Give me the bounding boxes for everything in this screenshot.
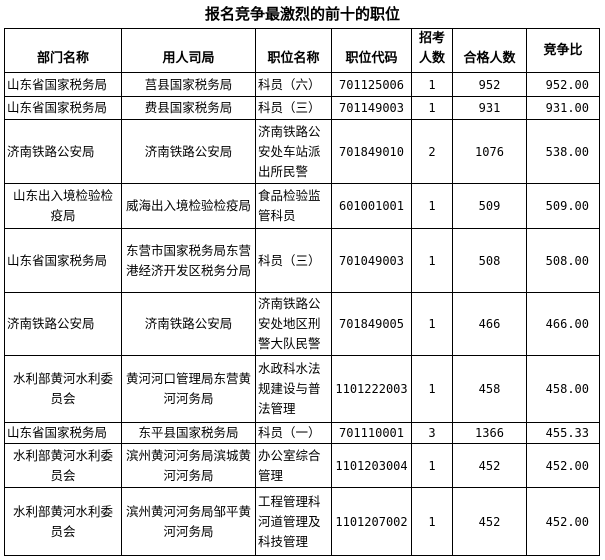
cell-position-name: 济南铁路公安处车站派出所民警 (255, 119, 332, 184)
cell-position-name: 工程管理科河道管理及科技管理 (255, 487, 332, 556)
page-title: 报名竞争最激烈的前十的职位 (204, 5, 400, 23)
table-row: 水利部黄河水利委员会 滨州黄河河务局滨城黄河河务局 办公室综合管理 110120300… (4, 443, 600, 488)
table-row: 济南铁路公安局 济南铁路公安局 济南铁路公安处车站派出所民警 701849010 2 10… (4, 119, 600, 184)
table-row: 济南铁路公安局 济南铁路公安局 济南铁路公安处地区刑警大队民警 701849005 1 4… (4, 292, 600, 356)
cell-competition-ratio: 458.00 (526, 355, 600, 423)
cell-bureau: 滨州黄河河务局滨城黄河河务局 (121, 443, 256, 488)
cell-department: 山东省国家税务局 (4, 228, 122, 293)
cell-department: 济南铁路公安局 (4, 119, 122, 184)
cell-position-name: 科员（三） (255, 96, 332, 120)
table-row: 水利部黄河水利委员会 滨州黄河河务局邹平黄河河务局 工程管理科河道管理及科技管理 11… (4, 487, 600, 556)
cell-competition-ratio: 952.00 (526, 72, 600, 97)
positions-table: 部门名称 用人司局 职位名称 职位代码 招考人数 合格人数 竞争比 山东省国家税… (4, 28, 600, 556)
cell-recruit-count: 1 (411, 487, 453, 556)
cell-recruit-count: 1 (411, 228, 453, 293)
cell-position-code: 1101222003 (331, 355, 412, 423)
header-bureau: 用人司局 (121, 28, 256, 73)
cell-qualified-count: 931 (452, 96, 527, 120)
cell-position-name: 济南铁路公安处地区刑警大队民警 (255, 292, 332, 356)
header-row: 部门名称 用人司局 职位名称 职位代码 招考人数 合格人数 竞争比 (4, 28, 600, 73)
cell-competition-ratio: 538.00 (526, 119, 600, 184)
cell-position-code: 1101203004 (331, 443, 412, 488)
cell-position-name: 办公室综合管理 (255, 443, 332, 488)
cell-recruit-count: 1 (411, 355, 453, 423)
cell-bureau: 威海出入境检验检疫局 (121, 183, 256, 229)
header-qualified-count: 合格人数 (452, 28, 527, 73)
cell-bureau: 滨州黄河河务局邹平黄河河务局 (121, 487, 256, 556)
cell-qualified-count: 1076 (452, 119, 527, 184)
cell-department: 山东省国家税务局 (4, 96, 122, 120)
table-row: 山东出入境检验检疫局 威海出入境检验检疫局 食品检验监管科员 601001001 1 50… (4, 183, 600, 229)
cell-bureau: 东平县国家税务局 (121, 422, 256, 444)
cell-qualified-count: 466 (452, 292, 527, 356)
cell-competition-ratio: 466.00 (526, 292, 600, 356)
cell-recruit-count: 1 (411, 183, 453, 229)
cell-position-code: 1101207002 (331, 487, 412, 556)
table-row: 山东省国家税务局 东营市国家税务局东营港经济开发区税务分局 科员（三） 7010490… (4, 228, 600, 293)
cell-bureau: 济南铁路公安局 (121, 119, 256, 184)
cell-qualified-count: 952 (452, 72, 527, 97)
cell-department: 水利部黄河水利委员会 (4, 355, 122, 423)
cell-qualified-count: 1366 (452, 422, 527, 444)
cell-recruit-count: 1 (411, 443, 453, 488)
cell-department: 济南铁路公安局 (4, 292, 122, 356)
cell-department: 山东省国家税务局 (4, 72, 122, 97)
table-row: 水利部黄河水利委员会 黄河河口管理局东营黄河河务局 水政科水法规建设与普法管理 110… (4, 355, 600, 423)
cell-position-code: 701849005 (331, 292, 412, 356)
cell-competition-ratio: 509.00 (526, 183, 600, 229)
table-row: 山东省国家税务局 东平县国家税务局 科员（一） 701110001 3 1366 455.3… (4, 422, 600, 444)
header-recruit-count: 招考人数 (411, 28, 453, 73)
cell-position-name: 水政科水法规建设与普法管理 (255, 355, 332, 423)
cell-recruit-count: 1 (411, 292, 453, 356)
cell-competition-ratio: 931.00 (526, 96, 600, 120)
table-row: 山东省国家税务局 莒县国家税务局 科员（六） 701125006 1 952 952.00 (4, 72, 600, 97)
cell-department: 山东出入境检验检疫局 (4, 183, 122, 229)
cell-recruit-count: 2 (411, 119, 453, 184)
cell-position-code: 701149003 (331, 96, 412, 120)
cell-bureau: 东营市国家税务局东营港经济开发区税务分局 (121, 228, 256, 293)
cell-department: 水利部黄河水利委员会 (4, 487, 122, 556)
cell-position-name: 科员（一） (255, 422, 332, 444)
cell-position-code: 701125006 (331, 72, 412, 97)
cell-position-name: 科员（六） (255, 72, 332, 97)
table-row: 山东省国家税务局 费县国家税务局 科员（三） 701149003 1 931 931.00 (4, 96, 600, 120)
cell-bureau: 莒县国家税务局 (121, 72, 256, 97)
cell-bureau: 济南铁路公安局 (121, 292, 256, 356)
header-position-name: 职位名称 (255, 28, 332, 73)
cell-position-code: 701110001 (331, 422, 412, 444)
cell-position-code: 701049003 (331, 228, 412, 293)
cell-recruit-count: 1 (411, 96, 453, 120)
cell-qualified-count: 509 (452, 183, 527, 229)
cell-department: 水利部黄河水利委员会 (4, 443, 122, 488)
cell-qualified-count: 508 (452, 228, 527, 293)
cell-bureau: 黄河河口管理局东营黄河河务局 (121, 355, 256, 423)
cell-competition-ratio: 508.00 (526, 228, 600, 293)
header-competition-ratio: 竞争比 (526, 28, 600, 73)
cell-bureau: 费县国家税务局 (121, 96, 256, 120)
cell-qualified-count: 452 (452, 443, 527, 488)
header-department: 部门名称 (4, 28, 122, 73)
cell-position-name: 食品检验监管科员 (255, 183, 332, 229)
cell-recruit-count: 3 (411, 422, 453, 444)
cell-qualified-count: 452 (452, 487, 527, 556)
cell-competition-ratio: 452.00 (526, 443, 600, 488)
cell-position-code: 701849010 (331, 119, 412, 184)
cell-position-name: 科员（三） (255, 228, 332, 293)
cell-department: 山东省国家税务局 (4, 422, 122, 444)
cell-qualified-count: 458 (452, 355, 527, 423)
header-position-code: 职位代码 (331, 28, 412, 73)
cell-position-code: 601001001 (331, 183, 412, 229)
cell-competition-ratio: 452.00 (526, 487, 600, 556)
cell-competition-ratio: 455.33 (526, 422, 600, 444)
cell-recruit-count: 1 (411, 72, 453, 97)
